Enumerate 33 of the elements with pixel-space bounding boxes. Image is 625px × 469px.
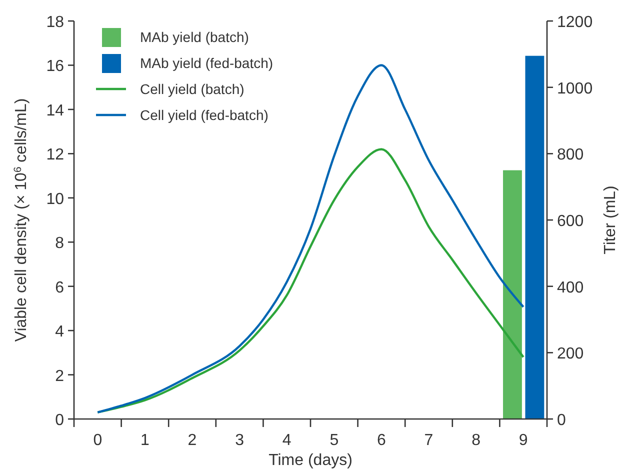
x-tick-label: 3 [235,432,244,449]
x-tick-label: 2 [188,432,197,449]
legend-label: MAb yield (fed-batch) [140,55,274,71]
y-tick-label: 2 [55,368,64,385]
y-tick-label: 14 [46,102,64,120]
legend-label: Cell yield (batch) [140,81,244,97]
y-tick-label: 12 [46,146,64,164]
x-tick-label: 4 [282,432,292,449]
y-tick-label: 4 [55,324,64,341]
y2-tick-label: 0 [557,412,566,429]
y2-tick-label: 1000 [557,80,593,98]
legend-label: MAb yield (batch) [140,29,249,45]
x-axis-title: Time (days) [268,452,352,469]
x-tick-label: 7 [424,432,434,449]
x-tick-label: 6 [376,432,386,449]
y2-tick-label: 200 [557,346,584,363]
y2-tick-label: 400 [557,279,584,296]
y-tick-label: 18 [46,14,64,31]
x-tick-label: 1 [140,432,150,449]
y2-tick-label: 1200 [557,14,593,31]
y-tick-label: 10 [46,190,64,208]
x-tick-label: 8 [472,432,481,449]
y-tick-label: 16 [46,58,64,76]
y-tick-label: 6 [55,279,64,296]
x-tick-label: 0 [93,432,102,449]
y2-tick-label: 800 [557,146,584,164]
y2-tick-label: 600 [557,213,584,230]
x-tick-label: 9 [518,432,528,449]
x-tick-label: 5 [330,432,339,449]
y2-axis-title: Titer (mL) [602,186,619,254]
y-tick-label: 8 [55,235,64,252]
y-tick-label: 0 [55,412,64,429]
legend-label: Cell yield (fed-batch) [140,107,268,123]
